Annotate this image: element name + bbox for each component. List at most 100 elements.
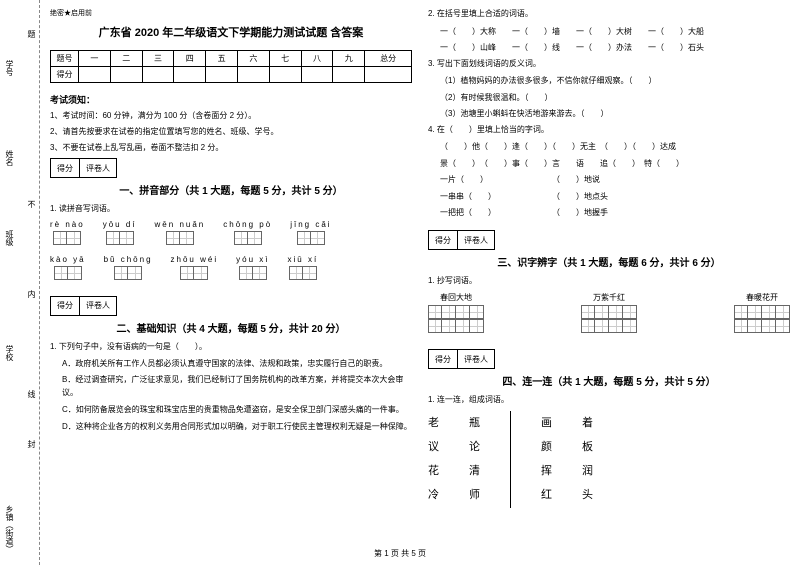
secret-label: 绝密★启用前 — [50, 8, 412, 18]
binding-label: 班级 — [4, 230, 15, 246]
cut-label: 封 — [26, 440, 37, 448]
page-footer: 第 1 页 共 5 页 — [0, 548, 800, 559]
connect-word: 画 — [541, 411, 552, 435]
connect-word: 花 — [428, 459, 439, 483]
q2-1: 1. 下列句子中，没有语病的一句是（ ）。 — [50, 341, 412, 354]
connect-word: 瓶 — [469, 411, 480, 435]
word: 春暖花开 — [746, 292, 778, 303]
td — [333, 67, 365, 83]
connect-word: 润 — [582, 459, 593, 483]
fill-line: 一（ ）山峰 一（ ）线 一（ ）办法 一（ ）石头 — [428, 41, 790, 55]
binding-label: 乡镇（街道） — [4, 505, 15, 553]
cut-label: 不 — [26, 200, 37, 208]
word-copy-boxes: 春回大地 万紫千红 春暖花开 — [428, 292, 790, 333]
th: 三 — [142, 51, 174, 67]
connect-exercise: 老 议 花 冷 瓶 论 清 师 画 颜 挥 红 — [428, 411, 790, 508]
fill-line: （1）植物妈妈的办法很多很多，不信你就仔细观察。（ ） — [428, 74, 790, 88]
binding-label: 姓名 — [4, 150, 15, 166]
q1-1: 1. 读拼音写词语。 — [50, 203, 412, 216]
section-3-title: 三、识字辨字（共 1 大题，每题 6 分，共计 6 分） — [428, 254, 790, 269]
opt-b: B．经过调查研究，广泛征求意见，我们已经制订了国务院机构的改革方案，并将提交本次… — [50, 374, 412, 400]
cut-label: 内 — [26, 290, 37, 298]
section-2-title: 二、基础知识（共 4 大题，每题 5 分，共计 20 分） — [50, 320, 412, 335]
td — [110, 67, 142, 83]
eval-box: 得分 评卷人 — [428, 349, 790, 369]
connect-word: 议 — [428, 435, 439, 459]
connect-word: 红 — [541, 483, 552, 507]
exam-page: 乡镇（街道） 学校 班级 姓名 学号 封 线 内 不 题 绝密★启用前 广东省 … — [0, 0, 800, 565]
notice-title: 考试须知： — [50, 93, 412, 106]
content-area: 绝密★启用前 广东省 2020 年二年级语文下学期能力测试试题 含答案 题号 一… — [40, 0, 800, 565]
section-4-title: 四、连一连（共 1 大题，每题 5 分，共计 5 分） — [428, 373, 790, 388]
pinyin: jīng cǎi — [290, 220, 331, 229]
th: 总分 — [365, 51, 412, 67]
eval-score: 得分 — [50, 158, 80, 178]
pinyin: yóu xì — [236, 255, 269, 264]
score-table: 题号 一 二 三 四 五 六 七 八 九 总分 得分 — [50, 50, 412, 83]
eval-box: 得分 评卷人 — [428, 230, 790, 250]
eval-grader: 评卷人 — [458, 349, 495, 369]
cut-label: 题 — [26, 30, 37, 38]
eval-box: 得分 评卷人 — [50, 296, 412, 316]
connect-col-c: 画 颜 挥 红 — [541, 411, 552, 508]
td — [206, 67, 238, 83]
q4: 4. 在（ ）里填上恰当的字词。 — [428, 124, 790, 137]
eval-score: 得分 — [50, 296, 80, 316]
td — [301, 67, 333, 83]
binding-label: 学号 — [4, 60, 15, 76]
right-column: 2. 在括号里填上合适的词语。 一（ ）大称 一（ ）墙 一（ ）大树 一（ ）… — [428, 8, 790, 545]
th: 七 — [269, 51, 301, 67]
td: 得分 — [51, 67, 79, 83]
connect-word: 板 — [582, 435, 593, 459]
connect-word: 着 — [582, 411, 593, 435]
connect-word: 师 — [469, 483, 480, 507]
eval-grader: 评卷人 — [80, 296, 117, 316]
connect-word: 论 — [469, 435, 480, 459]
score-header-row: 题号 一 二 三 四 五 六 七 八 九 总分 — [51, 51, 412, 67]
binding-column: 乡镇（街道） 学校 班级 姓名 学号 封 线 内 不 题 — [0, 0, 40, 565]
th: 二 — [110, 51, 142, 67]
connect-word: 清 — [469, 459, 480, 483]
eval-grader: 评卷人 — [458, 230, 495, 250]
pinyin: bǔ chōng — [104, 255, 153, 264]
td — [142, 67, 174, 83]
opt-a: A．政府机关所有工作人员都必须认真遵守国家的法律、法规和政策，忠实履行自己的职责… — [50, 358, 412, 371]
connect-word: 冷 — [428, 483, 439, 507]
th: 一 — [79, 51, 111, 67]
connect-word: 头 — [582, 483, 593, 507]
word: 春回大地 — [440, 292, 472, 303]
opt-c: C．如何防备展览会的珠宝和珠宝店里的贵重物品免遭盗窃，是安全保卫部门深感头痛的一… — [50, 404, 412, 417]
connect-word: 挥 — [541, 459, 552, 483]
connect-divider — [510, 411, 511, 508]
pinyin: chōng pò — [223, 220, 272, 229]
eval-box: 得分 评卷人 — [50, 158, 412, 178]
pinyin: zhōu wéi — [171, 255, 219, 264]
pinyin: xiū xí — [288, 255, 319, 264]
notice-item: 2、请首先按要求在试卷的指定位置填写您的姓名、班级、学号。 — [50, 126, 412, 138]
fill-line: （2）有时候我很温和。（ ） — [428, 91, 790, 105]
th: 四 — [174, 51, 206, 67]
connect-word: 老 — [428, 411, 439, 435]
eval-score: 得分 — [428, 349, 458, 369]
notice-item: 3、不要在试卷上乱写乱画，卷面不整洁扣 2 分。 — [50, 142, 412, 154]
word: 万紫千红 — [593, 292, 625, 303]
td — [269, 67, 301, 83]
notice-item: 1、考试时间：60 分钟，满分为 100 分（含卷面分 2 分）。 — [50, 110, 412, 122]
pinyin: wēn nuǎn — [155, 220, 206, 229]
binding-label: 学校 — [4, 345, 15, 361]
td — [365, 67, 412, 83]
td — [174, 67, 206, 83]
th: 六 — [237, 51, 269, 67]
connect-word: 颜 — [541, 435, 552, 459]
th: 八 — [301, 51, 333, 67]
q2: 2. 在括号里填上合适的词语。 — [428, 8, 790, 21]
opt-d: D．这种将企业各方的权利义务用合同形式加以明确，对于职工行使民主管理权利无疑是一… — [50, 421, 412, 434]
pinyin-row-1: rè nào yōu dí wēn nuǎn chōng pò jīng cǎi — [50, 220, 412, 245]
fill-line: （3）池塘里小蝌蚪在快活地游来游去。（ ） — [428, 107, 790, 121]
q3: 3. 写出下面划线词语的反义词。 — [428, 58, 790, 71]
pinyin-row-2: kào yā bǔ chōng zhōu wéi yóu xì xiū xí — [50, 255, 412, 280]
th: 五 — [206, 51, 238, 67]
fill-line: （ ）他（ ）逢（ ）（ ）无主 （ ）（ ）达成 — [428, 140, 790, 154]
pinyin: yōu dí — [103, 220, 137, 229]
exam-title: 广东省 2020 年二年级语文下学期能力测试试题 含答案 — [50, 24, 412, 40]
